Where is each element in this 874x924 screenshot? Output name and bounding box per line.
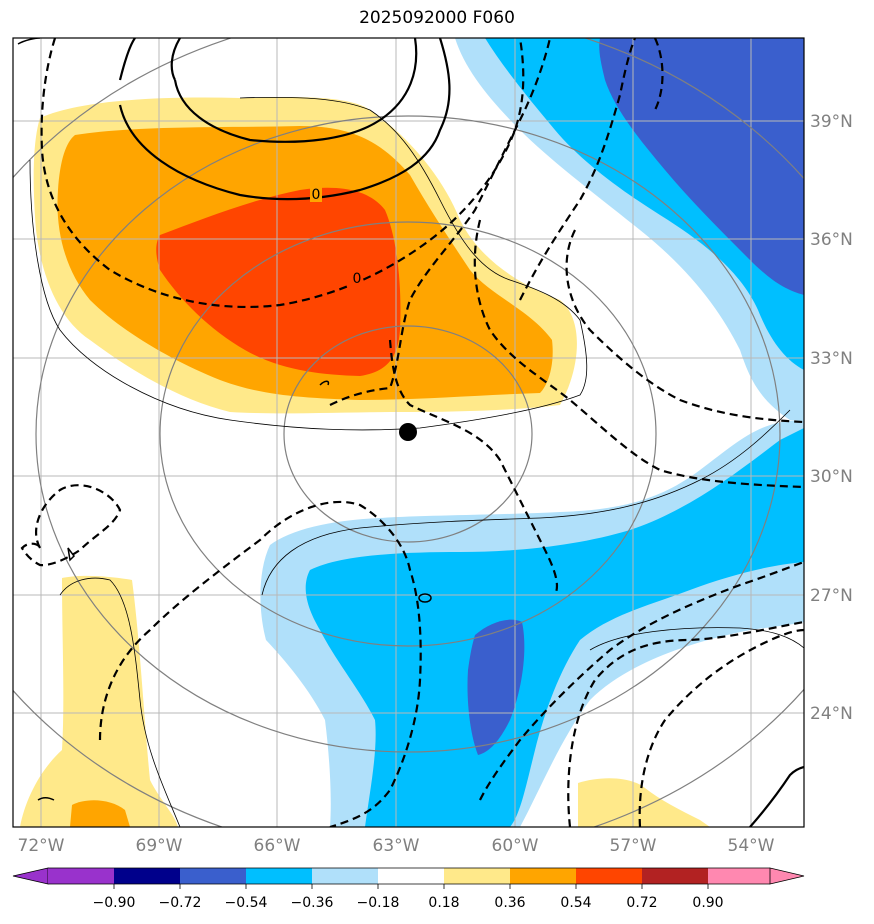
colorbar-tick-label: −0.72 <box>159 895 202 911</box>
colorbar-tick-label: 0.90 <box>692 895 723 911</box>
colorbar-segment <box>576 868 642 884</box>
lat-label: 36°N <box>810 230 853 250</box>
latitude-labels: 39°N 36°N 33°N 30°N 27°N 24°N <box>810 112 853 724</box>
lat-label: 30°N <box>810 467 853 487</box>
colorbar-segment <box>510 868 576 884</box>
lon-label: 60°W <box>492 836 539 856</box>
dashed-contours <box>20 38 804 827</box>
positive-anomaly-fill <box>20 97 710 827</box>
fill-neg0.36-center <box>305 428 804 827</box>
colorbar-segment <box>444 868 510 884</box>
fill-0.54-north <box>156 187 401 376</box>
lon-label: 54°W <box>728 836 775 856</box>
colorbar-tick-label: −0.18 <box>357 895 400 911</box>
fill-0.18-west <box>20 575 178 827</box>
colorbar-segment <box>114 868 180 884</box>
lon-label: 69°W <box>136 836 183 856</box>
lon-label: 72°W <box>18 836 65 856</box>
colorbar-tick-label: −0.36 <box>291 895 334 911</box>
map-frame <box>12 37 805 828</box>
contour-label: 0 <box>312 187 321 203</box>
colorbar-tick-label: −0.54 <box>225 895 268 911</box>
range-rings <box>13 38 804 827</box>
colorbar-tick-label: 0.72 <box>626 895 657 911</box>
colorbar-segment <box>312 868 378 884</box>
colorbar-tick-label: 0.18 <box>428 895 459 911</box>
lat-label: 27°N <box>810 586 853 606</box>
fill-0.36-sw <box>70 800 130 827</box>
colorbar-tick-label: 0.36 <box>494 895 525 911</box>
contour-label: 0 <box>353 271 362 287</box>
storm-center-marker <box>399 423 417 441</box>
colorbar-segment-under <box>12 867 49 885</box>
lon-label: 66°W <box>254 836 301 856</box>
lat-label: 39°N <box>810 112 853 132</box>
graticule <box>13 38 804 827</box>
map-title: 2025092000 F060 <box>359 8 515 28</box>
colorbar-segment <box>642 868 708 884</box>
fill-neg0.54-center <box>467 619 525 755</box>
lon-label: 63°W <box>373 836 420 856</box>
colorbar-tick-label: 0.54 <box>560 895 591 911</box>
lat-label: 24°N <box>810 704 853 724</box>
solid-contours <box>118 38 804 827</box>
colorbar-segment-over <box>769 867 805 885</box>
colorbar: −0.90 −0.72 −0.54 −0.36 −0.18 0.18 0.36 … <box>12 867 805 911</box>
fill-neg0.54-ne <box>599 38 804 295</box>
colorbar-segment <box>378 868 444 884</box>
fill-0.18-se <box>578 778 710 827</box>
colorbar-segment <box>708 868 770 884</box>
colorbar-tick-label: −0.90 <box>93 895 136 911</box>
colorbar-segment <box>48 868 114 884</box>
lon-label: 57°W <box>610 836 657 856</box>
thin-contours <box>29 96 804 827</box>
map-area: 0 0 0 <box>13 38 804 827</box>
longitude-labels: 72°W 69°W 66°W 63°W 60°W 57°W 54°W <box>18 836 775 856</box>
lat-label: 33°N <box>810 349 853 369</box>
contour-labels: 0 0 0 <box>310 186 363 287</box>
colorbar-segment <box>180 868 246 884</box>
colorbar-segment <box>246 868 312 884</box>
